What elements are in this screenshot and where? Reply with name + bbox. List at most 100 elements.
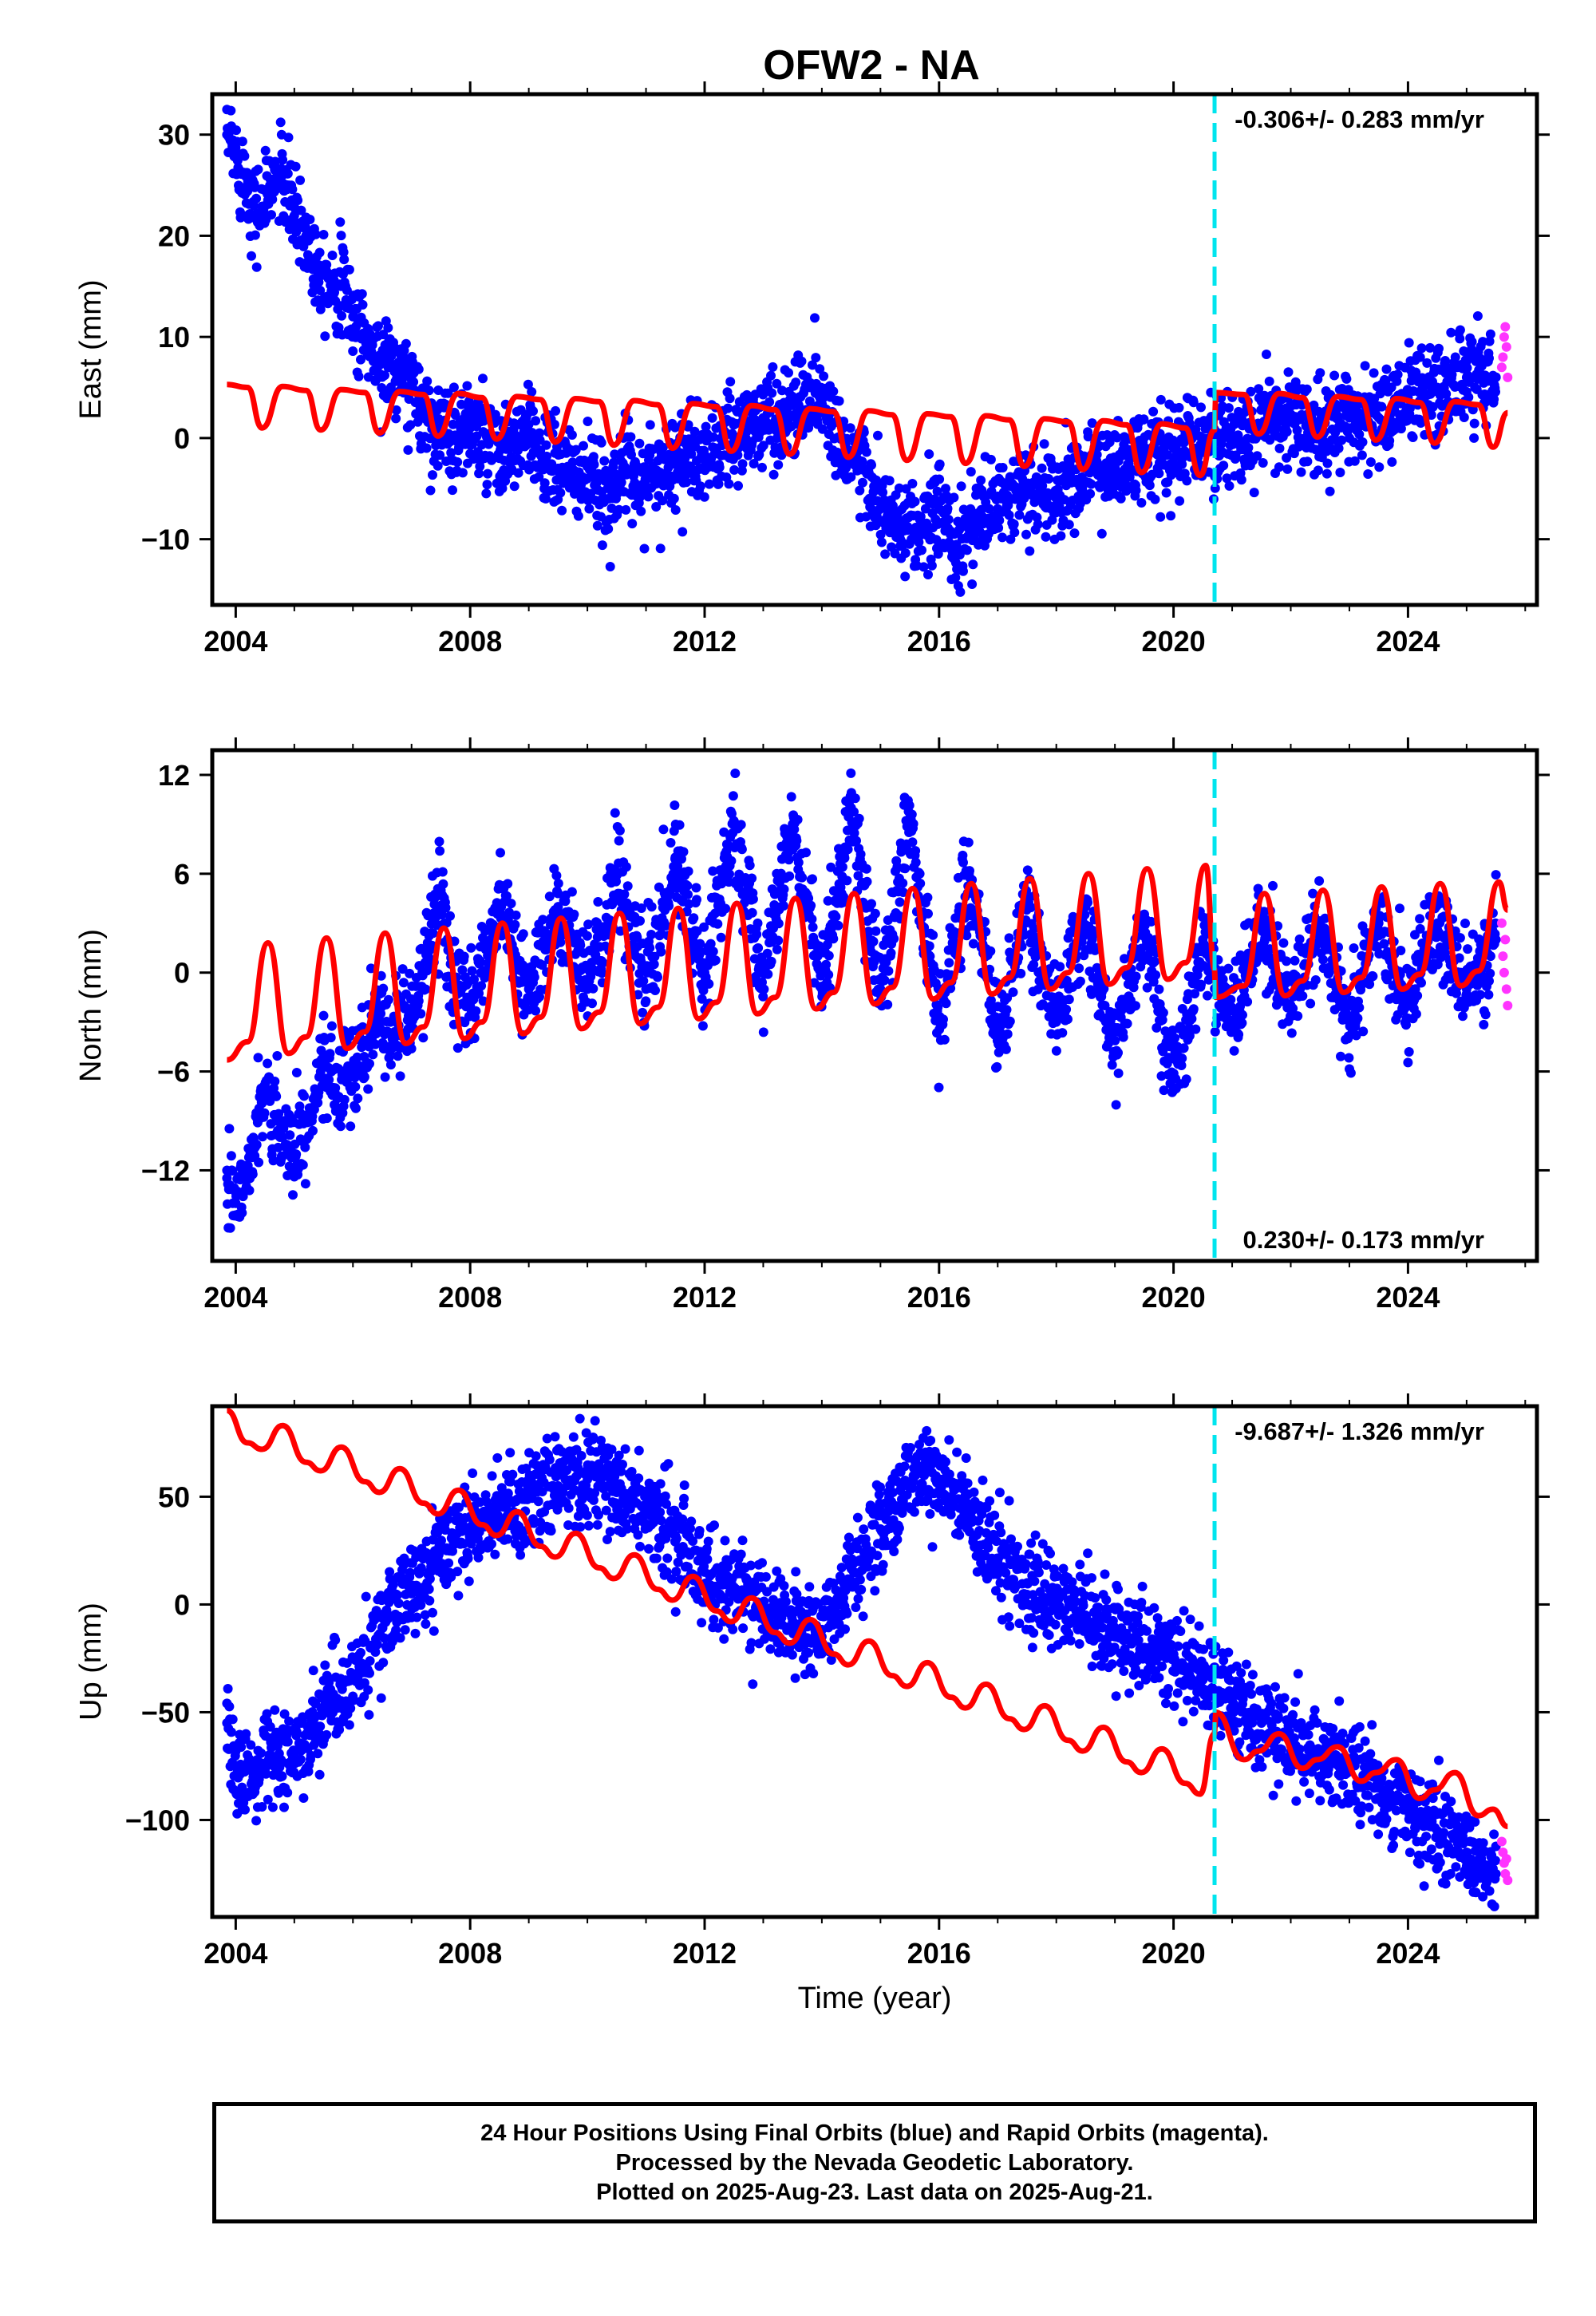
final-point bbox=[695, 939, 705, 949]
final-point bbox=[986, 454, 996, 464]
final-point bbox=[244, 1185, 255, 1196]
final-point bbox=[753, 943, 764, 953]
final-point bbox=[1131, 971, 1141, 982]
final-point bbox=[846, 768, 856, 778]
final-point bbox=[528, 406, 538, 417]
final-point bbox=[778, 901, 788, 911]
final-point bbox=[383, 994, 393, 1005]
final-point bbox=[837, 862, 847, 872]
final-point bbox=[851, 836, 861, 846]
final-point bbox=[933, 549, 943, 559]
final-point bbox=[288, 1190, 298, 1200]
final-point bbox=[295, 175, 306, 185]
final-point bbox=[850, 793, 860, 804]
final-point bbox=[465, 423, 476, 433]
final-point bbox=[443, 388, 453, 398]
final-point bbox=[1386, 382, 1396, 393]
final-point bbox=[237, 1207, 247, 1218]
final-point bbox=[338, 247, 349, 257]
final-point bbox=[270, 1077, 280, 1086]
final-point bbox=[339, 1094, 350, 1105]
final-point bbox=[1268, 880, 1278, 891]
final-point bbox=[535, 428, 544, 438]
final-point bbox=[878, 488, 888, 497]
final-point bbox=[1190, 989, 1200, 999]
final-point bbox=[1163, 477, 1173, 487]
final-point bbox=[867, 460, 876, 470]
final-point bbox=[385, 1060, 396, 1070]
final-point bbox=[380, 370, 389, 381]
final-point bbox=[1092, 962, 1102, 973]
final-point bbox=[567, 430, 577, 440]
final-point bbox=[259, 1108, 270, 1118]
final-point bbox=[883, 966, 894, 976]
final-point bbox=[586, 488, 596, 499]
east-rapid-points bbox=[1496, 322, 1513, 382]
final-point bbox=[994, 523, 1004, 533]
final-point bbox=[822, 939, 832, 950]
final-point bbox=[907, 837, 918, 848]
final-point bbox=[928, 930, 938, 940]
final-point bbox=[963, 837, 974, 848]
final-point bbox=[1254, 384, 1264, 394]
final-point bbox=[283, 132, 294, 143]
final-point bbox=[553, 888, 563, 899]
final-point bbox=[704, 479, 714, 489]
final-point bbox=[764, 397, 775, 407]
final-point bbox=[1459, 413, 1469, 422]
final-point bbox=[1408, 433, 1418, 442]
final-point bbox=[1450, 352, 1460, 362]
final-point bbox=[1080, 910, 1090, 920]
final-point bbox=[1179, 1043, 1189, 1053]
final-point bbox=[1068, 911, 1078, 922]
final-point bbox=[1298, 991, 1308, 1001]
final-point bbox=[993, 504, 1003, 514]
final-point bbox=[373, 321, 383, 331]
east-final-points bbox=[222, 105, 1501, 597]
final-point bbox=[1002, 993, 1013, 1003]
final-point bbox=[1113, 1068, 1124, 1078]
final-point bbox=[1100, 1001, 1110, 1010]
final-point bbox=[474, 988, 484, 998]
final-point bbox=[934, 504, 944, 514]
final-point bbox=[1154, 984, 1164, 994]
final-point bbox=[694, 949, 705, 959]
final-point bbox=[322, 1113, 332, 1124]
final-point bbox=[1158, 1008, 1168, 1018]
final-point bbox=[1455, 334, 1465, 344]
final-point bbox=[713, 479, 724, 489]
final-point bbox=[497, 484, 508, 493]
final-point bbox=[1131, 485, 1141, 496]
final-point bbox=[900, 548, 911, 558]
final-point bbox=[1314, 875, 1325, 886]
final-point bbox=[450, 410, 460, 420]
final-point bbox=[686, 449, 697, 459]
final-point bbox=[758, 991, 768, 1002]
final-point bbox=[762, 948, 772, 958]
final-point bbox=[1004, 933, 1014, 943]
final-point bbox=[776, 450, 787, 460]
final-point bbox=[538, 915, 548, 925]
final-point bbox=[445, 911, 455, 921]
final-point bbox=[791, 377, 801, 388]
final-point bbox=[534, 472, 544, 482]
final-point bbox=[1152, 1022, 1162, 1033]
final-point bbox=[1196, 402, 1206, 413]
final-point bbox=[320, 331, 330, 342]
final-point bbox=[810, 313, 820, 323]
final-point bbox=[922, 892, 933, 903]
final-point bbox=[816, 393, 827, 403]
final-point bbox=[358, 299, 368, 310]
final-point bbox=[1131, 1001, 1140, 1011]
east-axes-frame bbox=[210, 92, 1539, 607]
final-point bbox=[638, 976, 649, 986]
final-point bbox=[689, 913, 699, 923]
final-point bbox=[1227, 433, 1238, 443]
final-point bbox=[1381, 364, 1392, 374]
final-point bbox=[634, 438, 645, 449]
final-point bbox=[587, 998, 597, 1009]
final-point bbox=[900, 864, 911, 874]
final-point bbox=[544, 891, 555, 902]
final-point bbox=[895, 897, 905, 907]
